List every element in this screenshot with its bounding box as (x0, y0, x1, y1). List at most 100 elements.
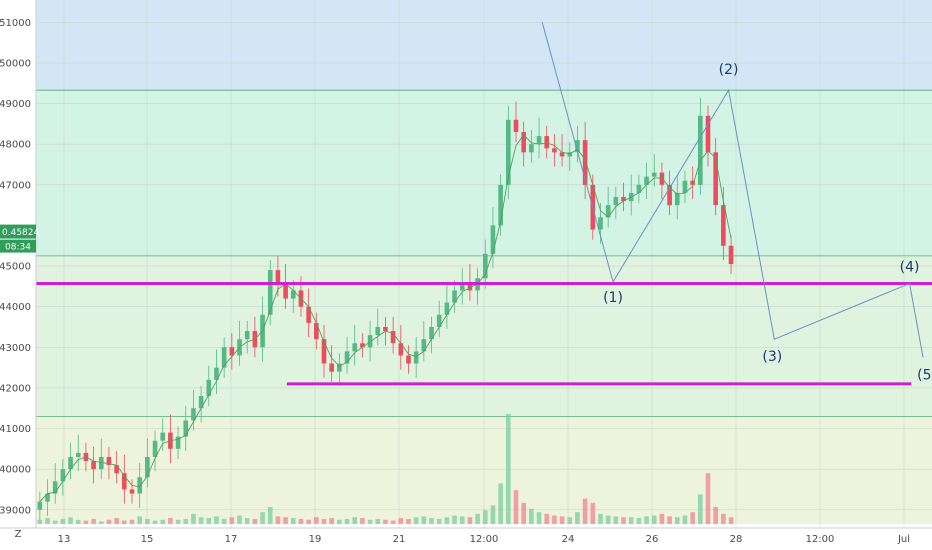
wave-label: (4) (900, 260, 920, 276)
volume-bar (429, 518, 434, 524)
candle-body (275, 270, 281, 283)
time-axis[interactable]: 13 15 17 19 21 12:00 24 26 28 12:00 Jul (0, 527, 932, 550)
candle-body (621, 197, 626, 202)
volume-bar (544, 513, 550, 524)
candle-body (667, 184, 672, 206)
time-tick-label: 26 (646, 534, 659, 545)
price-tick-label: 0.51000 (0, 18, 31, 29)
candle-body (152, 440, 158, 457)
candle-body (651, 172, 657, 177)
volume-bar (244, 518, 250, 524)
candle-body (467, 282, 473, 291)
candle-body (452, 290, 457, 303)
volume-bar (329, 518, 334, 524)
candle-body (175, 436, 181, 449)
volume-bar (375, 518, 381, 524)
candle-body (390, 331, 396, 344)
price-tick-label: 0.44000 (0, 302, 31, 313)
candle-body (544, 136, 550, 149)
time-tick-label: 24 (562, 534, 575, 545)
candle-body (682, 180, 688, 193)
volume-bar (367, 519, 373, 524)
support-lines[interactable] (36, 282, 932, 386)
volume-bar (413, 517, 419, 524)
time-tick-label: 15 (141, 534, 154, 545)
candle-body (444, 302, 450, 315)
candle-body (283, 282, 288, 299)
volume-bar (168, 518, 173, 524)
candle-body (45, 493, 50, 502)
volume-bar (360, 518, 365, 524)
volume-bar (636, 518, 642, 524)
candle-body (314, 322, 319, 340)
volume-bar (621, 517, 626, 524)
time-tick-label: 19 (309, 534, 322, 545)
candle-body (613, 197, 619, 206)
candle-body (406, 355, 411, 364)
volume-bar (475, 513, 480, 524)
candle-body (329, 363, 334, 372)
candle-body (605, 205, 611, 218)
candle-body (290, 290, 296, 299)
volume-bar (498, 483, 503, 524)
candle-body (705, 115, 711, 153)
volume-bar (283, 517, 288, 524)
candle-body (267, 270, 273, 315)
volume-bar (114, 518, 119, 524)
volume-bar (659, 513, 665, 524)
volume-bar (690, 512, 695, 524)
volume-bar (575, 512, 580, 524)
volume-bar (206, 518, 212, 524)
volume-bar (467, 517, 473, 524)
candle-body (490, 225, 496, 254)
volume-bar (221, 518, 227, 524)
volume-bar (344, 518, 350, 524)
volume-bar (582, 498, 588, 524)
volume-bar (667, 516, 672, 524)
candle-body (137, 477, 142, 494)
time-tick-label: 17 (225, 534, 238, 545)
wave-label: (5) (917, 367, 932, 383)
time-tick-label: 13 (58, 534, 71, 545)
candle-body (191, 408, 196, 421)
candle-body (52, 481, 58, 494)
volume-bar (75, 519, 81, 524)
settings-icon[interactable]: Z (15, 529, 22, 540)
candle-body (383, 326, 388, 332)
candle-body (559, 152, 565, 157)
candle-body (114, 465, 119, 474)
candle-body (60, 469, 66, 482)
volume-bar (68, 517, 73, 524)
volume-bar (145, 518, 150, 524)
price-tick-label: 0.45000 (0, 262, 31, 273)
candle-body (506, 119, 511, 185)
volume-bar (175, 519, 181, 524)
candle-body (690, 180, 695, 185)
volume-bar (183, 518, 189, 524)
candle-body (698, 115, 703, 185)
volume-bar (644, 516, 649, 524)
time-tick-label: Jul (897, 534, 910, 545)
wave-label: (3) (762, 349, 782, 365)
last-price-label: 0.45824 (2, 228, 39, 238)
candle-body (229, 347, 235, 356)
candle-body (398, 343, 404, 356)
candle-body (37, 501, 43, 510)
elliott-wave-drawing[interactable]: (1) (2) (3) (4) (5) (541, 22, 932, 383)
volume-bar (45, 518, 50, 524)
volume-bar (198, 517, 204, 524)
candle-body (459, 282, 465, 291)
countdown-label: 08:34 (5, 243, 31, 253)
volume-bar (122, 520, 127, 524)
candle-body (198, 396, 204, 409)
price-axis[interactable]: 0.51000 0.50000 0.49000 0.48000 0.47000 0.450… (0, 0, 37, 528)
volume-bar (152, 520, 158, 524)
time-tick-label: 12:00 (806, 534, 835, 545)
volume-bar (728, 517, 734, 524)
price-tags: 0.45824 08:34 (0, 224, 39, 253)
price-tick-label: 0.50000 (0, 58, 31, 69)
wave-path[interactable] (541, 22, 924, 358)
candle-body (122, 473, 127, 490)
volume-bar (628, 517, 634, 524)
